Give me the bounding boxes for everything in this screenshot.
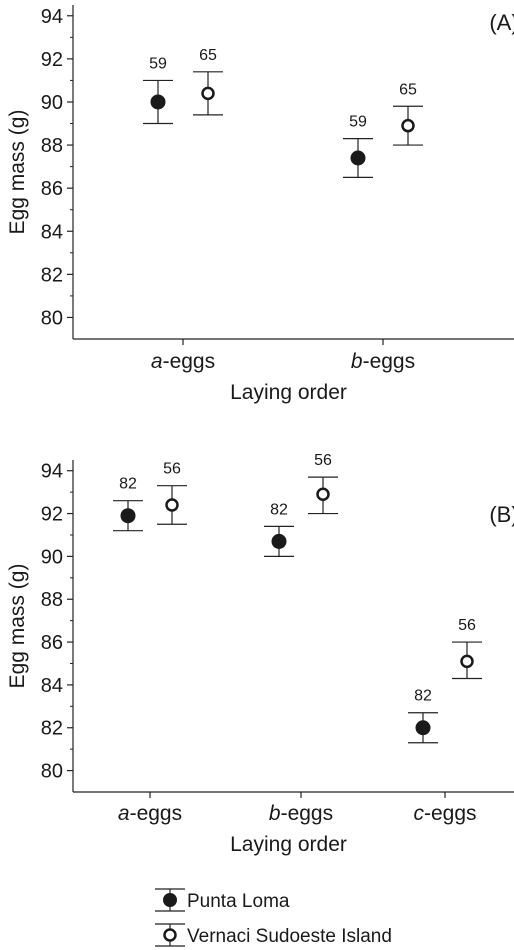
- x-tick-label: a-eggs: [151, 350, 215, 373]
- panel-label: (A): [489, 10, 514, 35]
- data-point-filled: [350, 150, 366, 166]
- data-point-filled: [271, 533, 287, 549]
- sample-size-label: 59: [149, 55, 167, 72]
- y-tick-label: 86: [41, 178, 63, 200]
- y-tick-label: 84: [41, 221, 63, 243]
- y-tick-label: 94: [41, 6, 63, 28]
- panel-label: (B): [489, 502, 514, 527]
- y-tick-label: 90: [41, 92, 63, 114]
- chart-panel-b: 80 82 84 86 88 90 92 94 a-eggs b-eggs c-eggs Laying…: [6, 452, 514, 856]
- x-tick-label: c-eggs: [413, 802, 476, 825]
- x-tick-label: b-eggs: [269, 802, 333, 825]
- legend: Punta Loma Vernaci Sudoeste Island: [155, 888, 392, 947]
- sample-size-label: 59: [349, 114, 367, 131]
- y-axis-title: Egg mass (g): [6, 564, 29, 689]
- sample-size-label: 82: [414, 688, 432, 705]
- y-tick-label: 92: [41, 49, 63, 71]
- sample-size-label: 82: [270, 501, 288, 518]
- sample-size-label: 82: [119, 476, 137, 493]
- legend-marker-filled: [163, 893, 177, 907]
- data-point-filled: [120, 508, 136, 524]
- y-tick-label: 90: [41, 546, 63, 568]
- sample-size-label: 65: [399, 81, 417, 98]
- data-point-open: [201, 86, 215, 101]
- x-axis-title: Laying order: [230, 833, 347, 856]
- legend-label: Punta Loma: [187, 891, 290, 912]
- x-tick-label: a-eggs: [118, 802, 182, 825]
- x-axis-title: Laying order: [230, 381, 347, 404]
- data-point-filled: [415, 720, 431, 736]
- y-tick-label: 92: [41, 504, 63, 526]
- y-tick-label: 80: [41, 307, 63, 329]
- sample-size-label: 56: [163, 461, 181, 478]
- legend-marker-open: [163, 928, 177, 942]
- data-point-filled: [150, 94, 166, 110]
- sample-size-label: 56: [314, 452, 332, 469]
- data-point-open: [165, 498, 179, 512]
- y-tick-label: 94: [41, 461, 63, 483]
- data-point-open: [316, 487, 330, 502]
- sample-size-label: 56: [458, 617, 476, 634]
- data-point-open: [460, 654, 474, 669]
- y-tick-label: 80: [41, 761, 63, 783]
- x-tick-label: b-eggs: [351, 350, 415, 373]
- y-tick-label: 82: [41, 718, 63, 740]
- legend-label: Vernaci Sudoeste Island: [187, 926, 392, 947]
- y-tick-label: 88: [41, 589, 63, 611]
- y-tick-label: 84: [41, 675, 63, 697]
- y-axis-title: Egg mass (g): [6, 110, 29, 235]
- y-tick-label: 82: [41, 264, 63, 286]
- y-tick-label: 88: [41, 135, 63, 157]
- data-point-open: [401, 118, 415, 133]
- y-tick-label: 86: [41, 632, 63, 654]
- sample-size-label: 65: [199, 47, 217, 64]
